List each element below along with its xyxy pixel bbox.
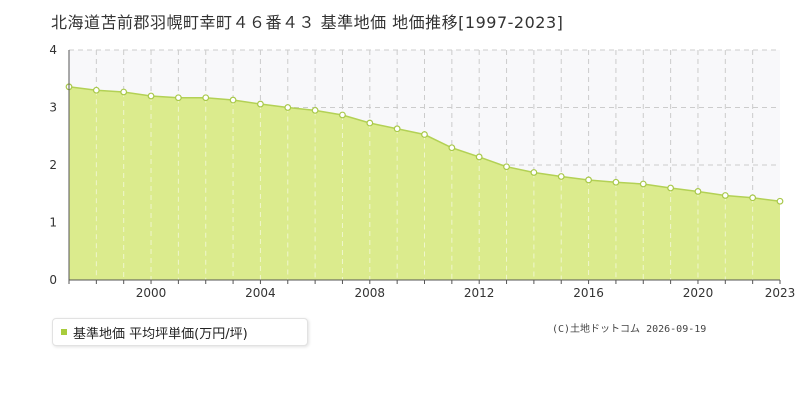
data-point <box>393 125 401 133</box>
y-tick-label: 2 <box>49 158 57 172</box>
data-point <box>503 163 510 171</box>
data-point <box>530 169 538 176</box>
y-tick-label: 3 <box>49 101 57 115</box>
data-point <box>366 119 374 127</box>
data-point <box>174 94 182 102</box>
x-tick-label: 2016 <box>573 286 604 300</box>
data-point <box>694 188 702 195</box>
y-tick-label: 4 <box>49 43 57 57</box>
y-tick-label: 1 <box>49 216 57 230</box>
data-point <box>339 111 346 119</box>
data-point <box>120 88 128 96</box>
x-tick-label: 2000 <box>136 286 167 300</box>
data-point <box>585 176 592 184</box>
x-tick-label: 2020 <box>683 286 714 300</box>
legend: 基準地価 平均坪単価(万円/坪) <box>52 318 308 346</box>
data-point <box>257 100 264 108</box>
legend-label: 基準地価 平均坪単価(万円/坪) <box>73 326 248 342</box>
data-point <box>147 92 155 100</box>
x-tick-label: 2023 <box>765 286 796 300</box>
data-point <box>311 106 319 114</box>
data-point <box>557 173 565 180</box>
data-point <box>749 194 757 202</box>
data-point <box>421 131 428 138</box>
credit-text: (C)土地ドットコム 2026-09-19 <box>552 324 707 335</box>
x-tick-label: 2004 <box>245 286 276 300</box>
data-point <box>667 184 675 192</box>
data-point <box>448 144 456 152</box>
y-tick-label: 0 <box>49 273 57 287</box>
data-point <box>202 94 210 102</box>
data-point <box>475 153 483 161</box>
chart-title: 北海道苫前郡羽幌町幸町４６番４３ 基準地価 地価推移[1997-2023] <box>51 13 564 32</box>
data-point <box>721 192 729 199</box>
x-tick-label: 2012 <box>464 286 495 300</box>
data-point <box>284 104 292 111</box>
data-point <box>776 197 784 205</box>
data-point <box>92 86 100 94</box>
legend-swatch <box>61 329 67 335</box>
x-tick-label: 2008 <box>355 286 386 300</box>
data-point <box>639 180 647 188</box>
data-point <box>229 96 237 104</box>
data-point <box>612 178 620 186</box>
